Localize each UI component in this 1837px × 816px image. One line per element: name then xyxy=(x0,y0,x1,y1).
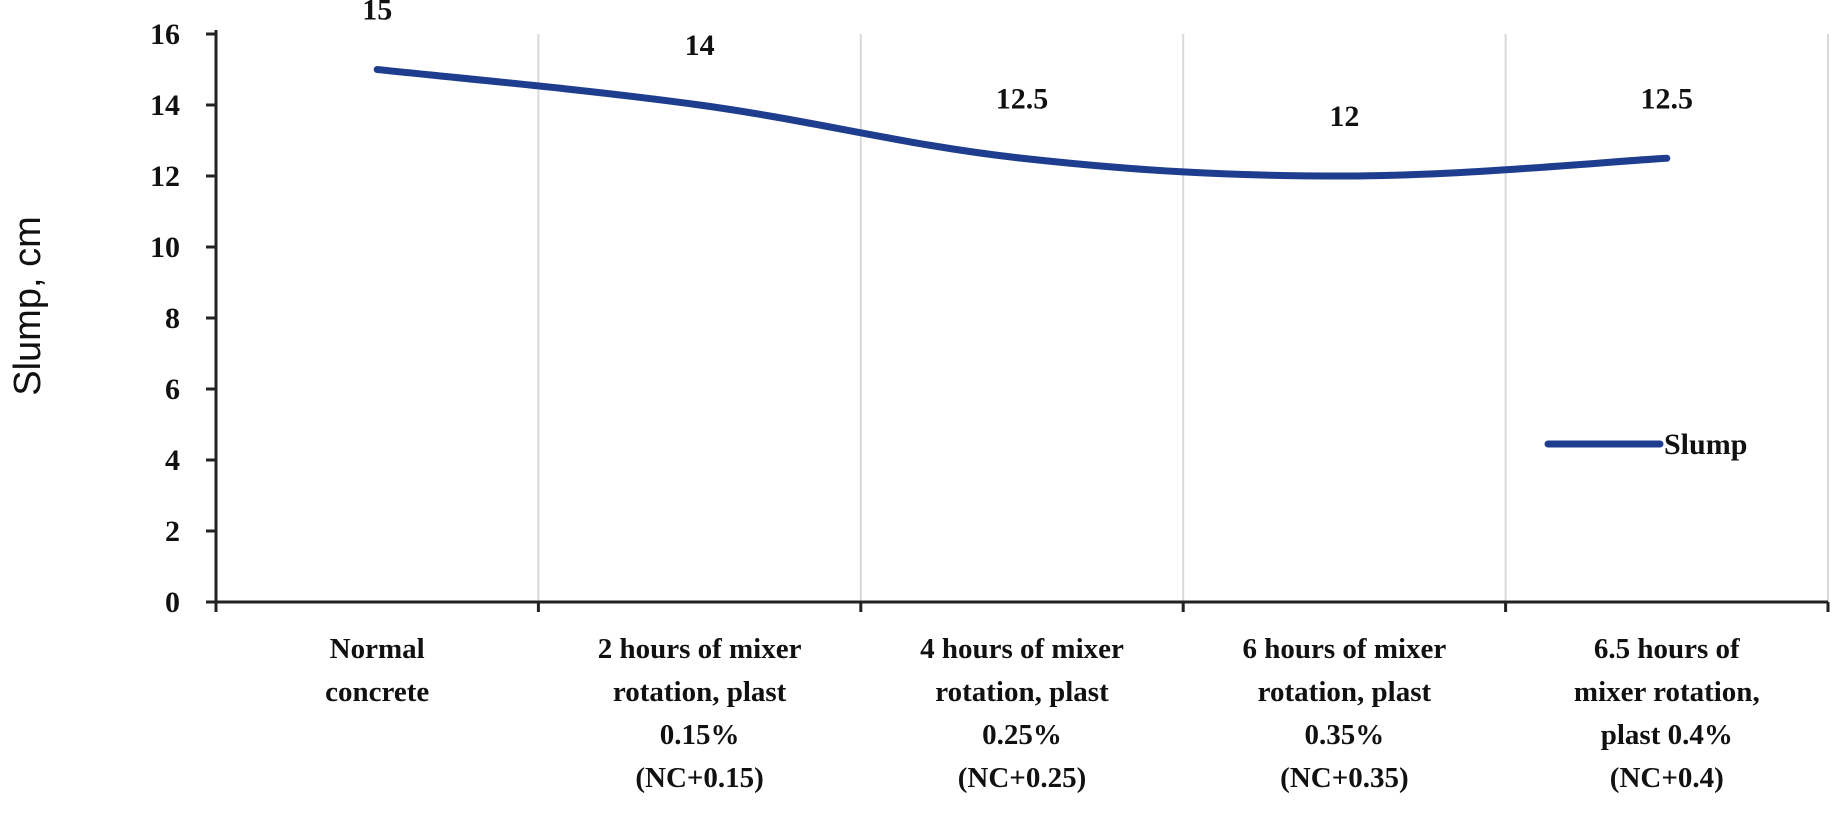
data-label: 12.5 xyxy=(996,82,1049,115)
x-category-label: 4 hours of mixer rotation, plast 0.25% (NC+… xyxy=(920,633,1124,794)
x-category-label: 6.5 hours of mixer rotation, plast 0.4% (NC… xyxy=(1574,633,1760,794)
x-category-label-line: rotation, plast xyxy=(613,676,787,708)
x-category-labels: Normal concrete 2 hours of mixer rotation, … xyxy=(325,633,1760,794)
y-tick-labels: 0 2 4 6 8 10 12 14 16 xyxy=(150,18,180,619)
data-labels: 15 14 12.5 12 12.5 xyxy=(362,0,1693,133)
y-tick-label: 10 xyxy=(150,231,180,264)
x-category-label-line: (NC+0.35) xyxy=(1280,762,1408,794)
y-tick-label: 8 xyxy=(165,302,180,335)
x-category-label: 2 hours of mixer rotation, plast 0.15% (NC+… xyxy=(598,633,802,794)
x-category-label-line: rotation, plast xyxy=(1258,676,1432,708)
x-category-label-line: plast 0.4% xyxy=(1601,719,1733,751)
y-axis-title: Slump, cm xyxy=(7,216,49,395)
x-category-label-line: (NC+0.4) xyxy=(1610,762,1724,794)
axes xyxy=(206,30,1830,612)
x-category-label: Normal concrete xyxy=(325,633,429,708)
x-category-label-line: concrete xyxy=(325,676,429,708)
data-label: 12.5 xyxy=(1641,82,1694,115)
grid-lines xyxy=(537,34,1829,602)
legend-label-slump: Slump xyxy=(1664,428,1747,461)
x-category-label-line: 4 hours of mixer xyxy=(920,633,1124,665)
x-category-label-line: (NC+0.25) xyxy=(958,762,1086,794)
x-category-label-line: 6.5 hours of xyxy=(1594,633,1740,665)
y-tick-label: 14 xyxy=(150,89,180,122)
x-category-label-line: mixer rotation, xyxy=(1574,676,1760,708)
legend: Slump xyxy=(1544,428,1747,461)
x-category-label-line: rotation, plast xyxy=(935,676,1109,708)
x-category-label-line: 0.15% xyxy=(660,719,740,751)
data-label: 15 xyxy=(362,0,392,27)
series-line-slump xyxy=(373,66,1671,180)
x-category-label-line: 2 hours of mixer xyxy=(598,633,802,665)
data-label: 12 xyxy=(1329,100,1359,133)
y-tick-label: 2 xyxy=(165,515,180,548)
data-label: 14 xyxy=(685,29,715,62)
x-category-label-line: 0.35% xyxy=(1305,719,1385,751)
x-category-label-line: Normal xyxy=(330,633,425,665)
y-tick-label: 12 xyxy=(150,160,180,193)
y-tick-label: 0 xyxy=(165,586,180,619)
x-category-label-line: 0.25% xyxy=(982,719,1062,751)
y-tick-label: 16 xyxy=(150,18,180,51)
y-tick-label: 6 xyxy=(165,373,180,406)
x-category-label-line: 6 hours of mixer xyxy=(1243,633,1447,665)
x-category-label-line: (NC+0.15) xyxy=(635,762,763,794)
x-category-label: 6 hours of mixer rotation, plast 0.35% (NC+… xyxy=(1243,633,1447,794)
series xyxy=(373,66,1671,180)
y-tick-label: 4 xyxy=(165,444,180,477)
